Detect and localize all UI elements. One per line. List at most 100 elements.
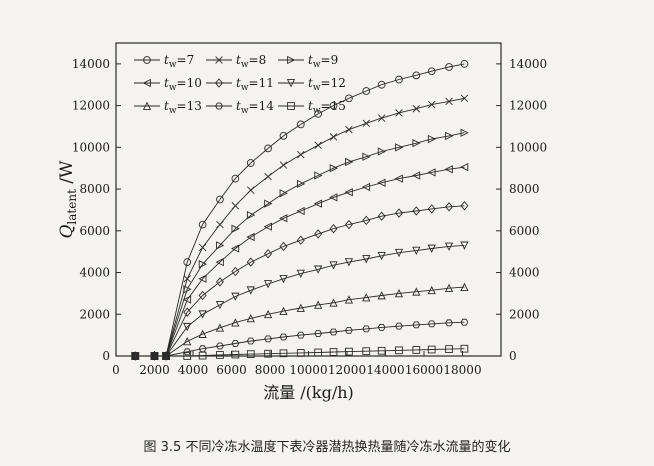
- data-point: [362, 347, 371, 356]
- data-point: [246, 211, 256, 220]
- data-point: [142, 101, 152, 110]
- data-point: [264, 249, 273, 259]
- data-point: [279, 132, 288, 140]
- data-point: [329, 261, 338, 270]
- data-point: [444, 283, 454, 293]
- series-line: [135, 205, 465, 357]
- data-point: [215, 56, 223, 64]
- data-point: [445, 63, 453, 71]
- data-point: [427, 100, 436, 109]
- legend-item: tw=15: [278, 99, 346, 116]
- data-point: [215, 277, 224, 287]
- data-point: [329, 164, 338, 173]
- data-point: [444, 165, 453, 174]
- x-tick-label: 0: [112, 363, 120, 377]
- data-point: [215, 323, 225, 332]
- data-point: [394, 174, 403, 183]
- data-point: [345, 157, 354, 167]
- data-point: [377, 114, 386, 122]
- legend-item: tw=13: [134, 99, 202, 116]
- data-point: [231, 174, 240, 183]
- legend-item: tw=7: [134, 53, 194, 70]
- data-point: [395, 75, 403, 84]
- data-point: [362, 293, 371, 302]
- data-point: [183, 285, 192, 294]
- data-point: [395, 346, 403, 355]
- data-point: [198, 310, 207, 319]
- data-point: [143, 56, 151, 64]
- data-point: [246, 337, 255, 345]
- data-point: [198, 274, 207, 283]
- data-point: [460, 201, 469, 211]
- series-tw-12: [131, 241, 469, 361]
- data-point: [246, 232, 255, 242]
- data-point: [264, 172, 272, 181]
- legend-label: tw=15: [308, 99, 346, 116]
- data-point: [296, 179, 306, 188]
- legend-label: tw=10: [164, 76, 202, 93]
- data-point: [313, 199, 322, 208]
- data-point: [362, 325, 371, 333]
- legend-item: tw=11: [206, 76, 274, 93]
- data-point: [377, 251, 386, 261]
- x-axis-label: 流量 /(kg/h): [263, 383, 354, 402]
- data-point: [427, 285, 436, 295]
- axes: 0 2000 4000 6000 8000 10000 12000 14000 16000 180…: [57, 42, 547, 402]
- data-point: [314, 110, 322, 118]
- data-point: [279, 333, 288, 341]
- y-tick-label-right: 4000: [509, 266, 540, 280]
- data-point: [216, 195, 224, 204]
- data-point: [412, 346, 421, 354]
- data-point: [279, 241, 288, 252]
- y-tick-label-right: 2000: [509, 307, 540, 321]
- y-tick-label-left: 6000: [79, 224, 110, 238]
- data-point: [427, 345, 436, 354]
- data-point: [198, 329, 207, 338]
- data-point: [279, 306, 288, 315]
- data-point: [395, 322, 403, 330]
- data-point: [296, 269, 305, 278]
- series-line: [135, 63, 465, 357]
- data-point: [460, 163, 469, 172]
- legend-item: tw=12: [278, 76, 346, 93]
- legend-label: tw=7: [164, 53, 194, 70]
- data-point: [412, 71, 421, 80]
- data-point: [460, 241, 469, 250]
- data-point: [460, 344, 469, 353]
- data-point: [344, 258, 354, 267]
- legend-label: tw=13: [164, 99, 202, 116]
- data-point: [279, 349, 288, 358]
- x-tick-label: 16000: [405, 363, 443, 377]
- legend: tw=7 tw=8 tw=9 tw=10 tw=11 tw=12 tw=13 tw=14 tw=…: [134, 53, 346, 116]
- legend-label: tw=8: [236, 53, 266, 70]
- data-point: [246, 350, 255, 358]
- data-point: [183, 322, 192, 332]
- data-point: [329, 101, 338, 110]
- y-tick-label-right: 10000: [509, 140, 547, 154]
- legend-item: tw=9: [278, 53, 338, 70]
- x-tick-label: 18000: [443, 363, 481, 377]
- data-point: [345, 125, 353, 134]
- x-tick-label: 14000: [366, 363, 404, 377]
- data-point: [345, 347, 353, 356]
- data-point: [215, 78, 223, 88]
- series-line: [135, 132, 465, 357]
- data-point: [377, 178, 386, 187]
- y-tick-label-left: 12000: [72, 99, 110, 113]
- data-point: [198, 260, 208, 269]
- legend-item: tw=10: [134, 76, 202, 93]
- data-point: [444, 242, 454, 251]
- series-tw-11: [131, 201, 469, 361]
- data-point: [279, 189, 288, 198]
- data-point: [361, 182, 371, 192]
- data-point: [344, 219, 353, 230]
- data-point: [215, 301, 225, 310]
- data-point: [314, 229, 323, 239]
- data-point: [345, 326, 353, 334]
- data-point: [460, 128, 469, 137]
- data-point: [362, 255, 371, 264]
- data-point: [329, 193, 338, 202]
- series-line: [135, 321, 465, 357]
- data-point: [198, 243, 207, 252]
